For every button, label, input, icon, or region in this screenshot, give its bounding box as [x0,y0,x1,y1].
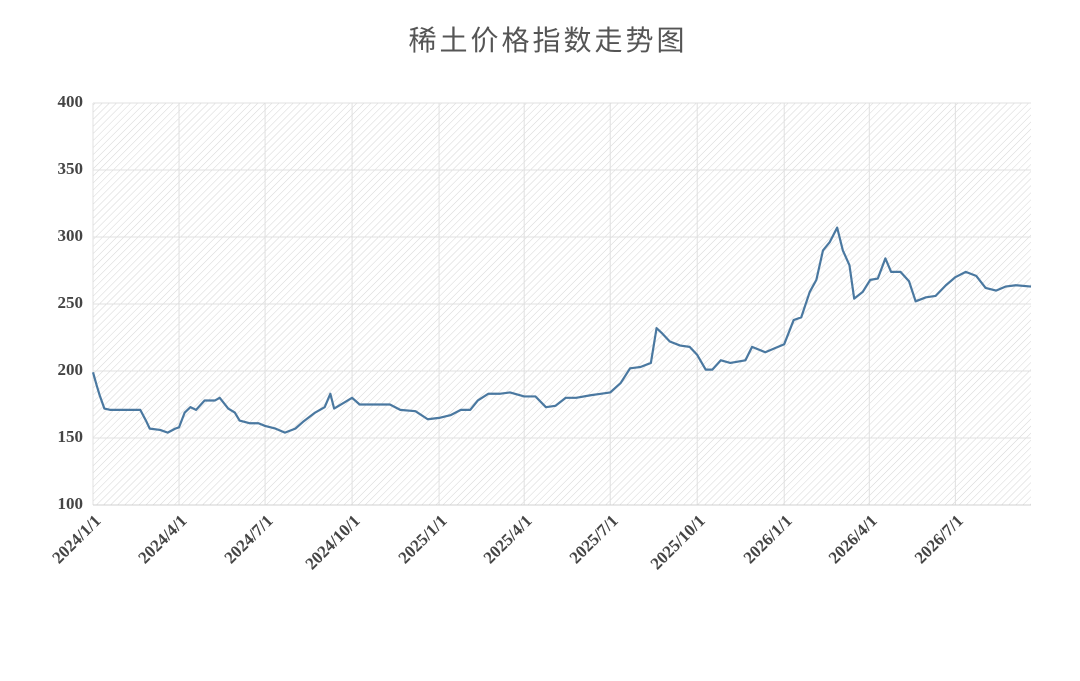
x-tick-label: 2024/7/1 [221,511,277,567]
y-tick-label: 300 [58,226,84,245]
x-tick-label: 2025/4/1 [480,511,536,567]
x-tick-label: 2025/1/1 [394,511,450,567]
x-tick-label: 2024/1/1 [48,511,104,567]
x-tick-label: 2026/7/1 [911,511,967,567]
line-series [91,226,1032,434]
y-tick-label: 350 [58,159,84,178]
y-tick-label: 250 [58,293,84,312]
x-tick-label: 2025/10/1 [647,511,709,573]
y-tick-label: 400 [58,92,84,111]
x-tick-label: 2026/4/1 [825,511,881,567]
y-tick-label: 200 [58,360,84,379]
x-tick-label: 2026/1/1 [740,511,796,567]
x-tick-label: 2024/10/1 [301,511,363,573]
x-tick-label: 2024/4/1 [134,511,190,567]
x-tick-label: 2025/7/1 [566,511,622,567]
chart-title: 稀土价格指数走势图 [408,24,687,57]
y-tick-label: 100 [58,494,84,513]
y-tick-label: 150 [58,427,84,446]
